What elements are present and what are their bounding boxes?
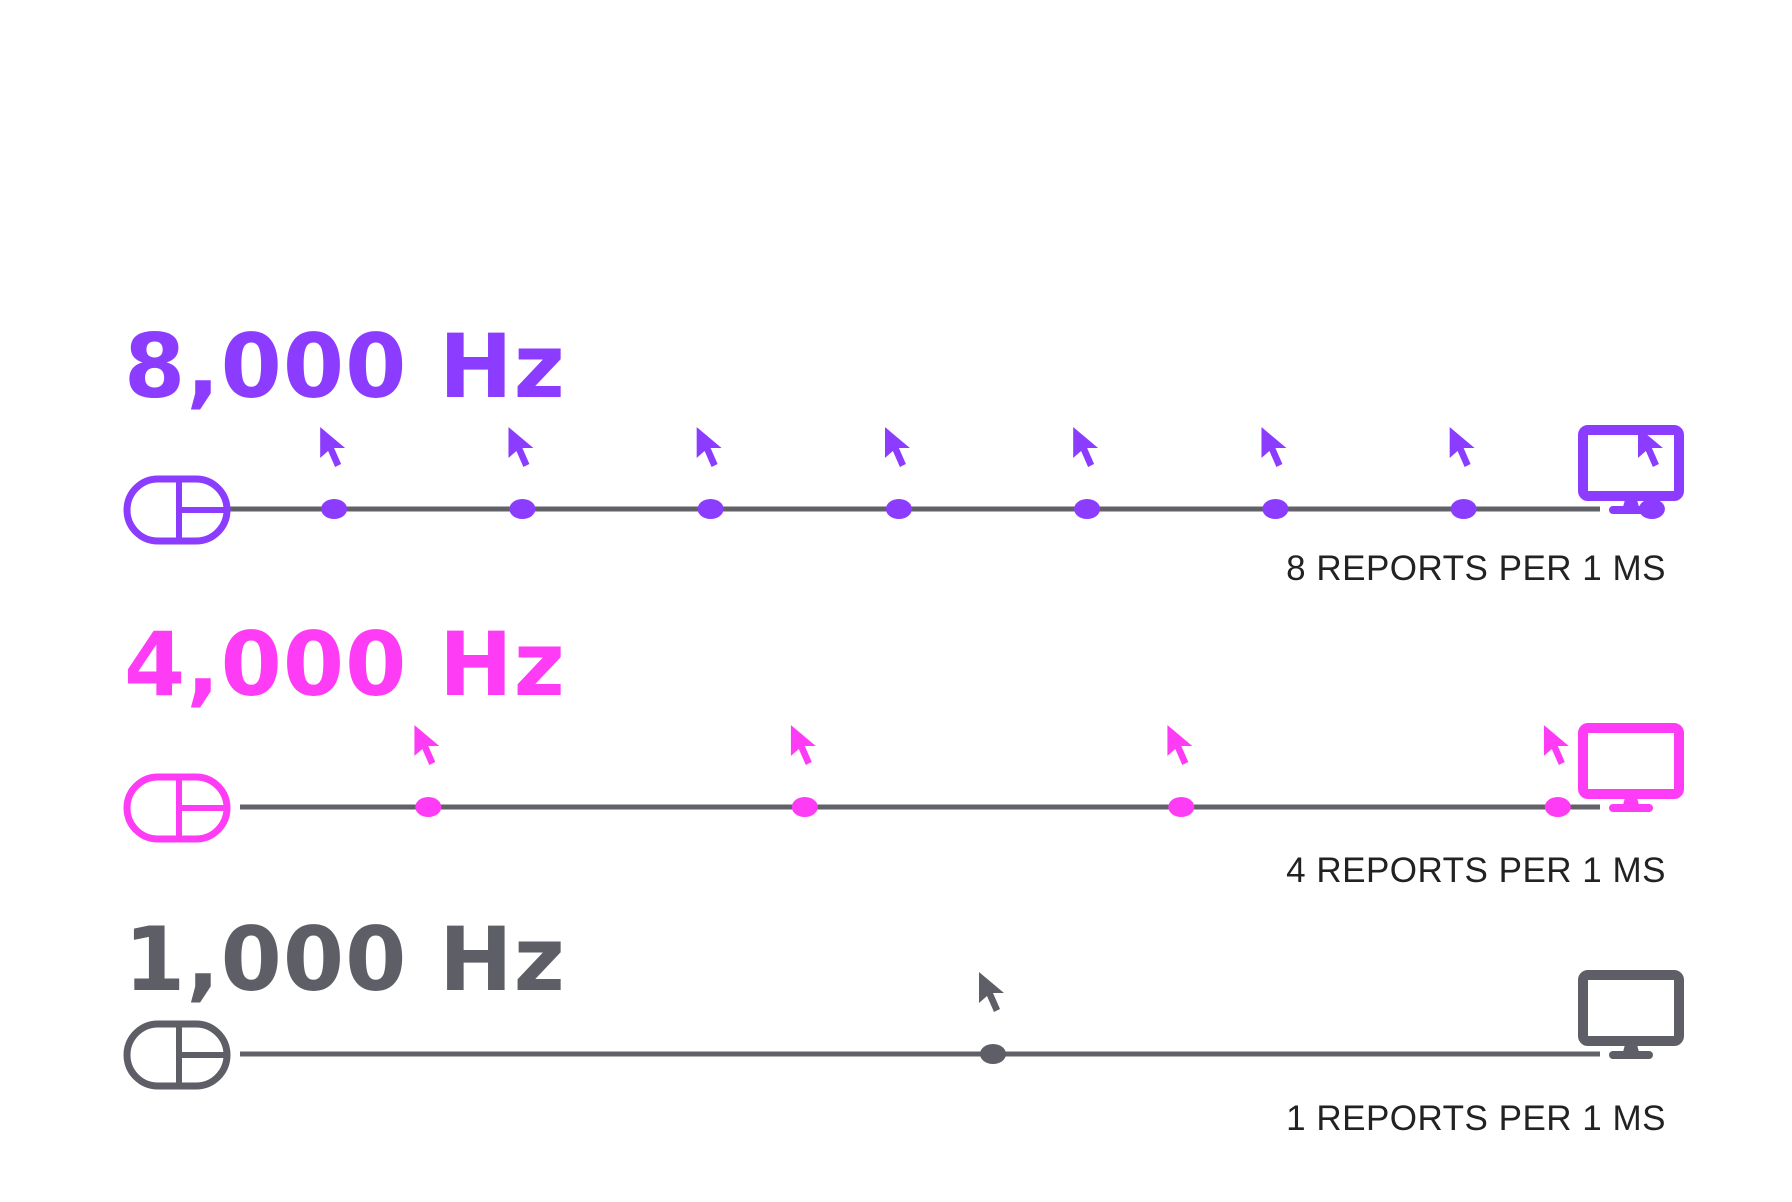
row-8000hz: 8,000 Hz 8 REPORTS PER 1 MS: [123, 315, 1684, 588]
report-points: [414, 725, 1571, 817]
report-dot: [321, 499, 348, 519]
mouse-icon: [123, 1020, 231, 1090]
report-dot: [415, 797, 442, 817]
mouse-icon: [123, 475, 231, 545]
cursor-icon: [1449, 427, 1475, 467]
report-points: [320, 427, 1665, 519]
cursor-icon: [884, 427, 910, 467]
report-dot: [1450, 499, 1477, 519]
cursor-icon: [1543, 725, 1569, 765]
report-dot: [1168, 797, 1195, 817]
monitor-icon: [1578, 425, 1684, 514]
reports-caption: 4 REPORTS PER 1 MS: [1286, 851, 1666, 890]
row-4000hz: 4,000 Hz 4 REPORTS PER 1 MS: [123, 613, 1684, 890]
reports-caption: 8 REPORTS PER 1 MS: [1286, 549, 1666, 588]
report-dot: [791, 797, 818, 817]
cursor-icon: [696, 427, 722, 467]
cursor-icon: [508, 427, 534, 467]
report-points: [979, 972, 1006, 1064]
report-dot: [509, 499, 536, 519]
report-dot: [1074, 499, 1101, 519]
cursor-icon: [320, 427, 346, 467]
monitor-icon: [1578, 723, 1684, 812]
report-dot: [697, 499, 724, 519]
report-dot: [1262, 499, 1289, 519]
rate-label: 4,000 Hz: [124, 613, 566, 716]
monitor-icon: [1578, 970, 1684, 1059]
cursor-icon: [979, 972, 1004, 1012]
report-dot: [1544, 797, 1571, 817]
cursor-icon: [1167, 725, 1193, 765]
cursor-icon: [1073, 427, 1099, 467]
cursor-icon: [790, 725, 816, 765]
report-dot: [980, 1044, 1006, 1064]
cursor-icon: [1261, 427, 1287, 467]
rate-label: 1,000 Hz: [124, 908, 566, 1011]
mouse-icon: [123, 773, 231, 843]
row-1000hz: 1,000 Hz 1 REPORTS PER 1 MS: [123, 908, 1684, 1138]
rate-label: 8,000 Hz: [124, 315, 566, 418]
report-dot: [885, 499, 912, 519]
reports-caption: 1 REPORTS PER 1 MS: [1286, 1099, 1666, 1138]
cursor-icon: [414, 725, 440, 765]
